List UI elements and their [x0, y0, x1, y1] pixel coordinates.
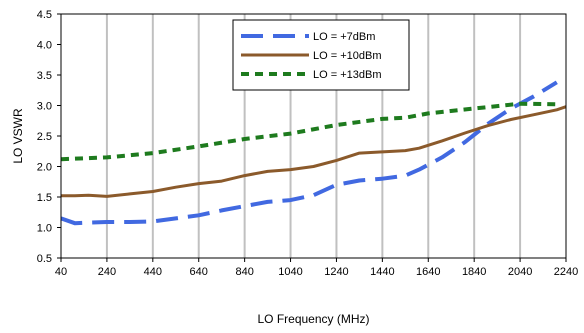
y-tick-label: 4.0: [37, 40, 52, 52]
grid-lines: [105, 14, 522, 258]
legend: LO = +7dBm LO = +10dBm LO = +13dBm: [232, 19, 410, 91]
x-axis-title: LO Frequency (MHz): [257, 312, 369, 326]
series-line-lo-10dbm: [61, 105, 567, 198]
x-axis-ticks: 40 240 440 640 840 1040 1240 1440 1640 1840 2040 22…: [55, 258, 578, 278]
x-tick-label: 2240: [554, 266, 578, 278]
y-tick-label: 3.5: [37, 70, 52, 82]
y-tick-label: 2.0: [37, 162, 52, 174]
x-tick-label: 40: [55, 266, 67, 278]
x-tick-label: 640: [190, 266, 208, 278]
legend-label: LO = +7dBm: [313, 31, 375, 43]
y-axis-ticks: 0.5 1.0 1.5 2.0 2.5 3.0 3.5 4.0 4.5: [37, 9, 61, 265]
series-line-lo-7dbm: [60, 80, 558, 226]
x-tick-label: 1040: [278, 266, 302, 278]
y-axis-title: LO VSWR: [11, 108, 25, 164]
y-tick-label: 2.5: [37, 131, 52, 143]
x-tick-label: 1440: [370, 266, 394, 278]
y-tick-label: 1.0: [37, 223, 52, 235]
x-tick-label: 1640: [416, 266, 440, 278]
x-tick-label: 240: [98, 266, 116, 278]
x-tick-label: 2040: [508, 266, 532, 278]
x-tick-label: 1840: [462, 266, 486, 278]
x-tick-label: 1240: [324, 266, 348, 278]
x-tick-label: 440: [144, 266, 162, 278]
y-tick-label: 0.5: [37, 253, 52, 265]
x-tick-label: 840: [235, 266, 253, 278]
legend-label: LO = +13dBm: [313, 69, 382, 81]
y-tick-label: 3.0: [37, 101, 52, 113]
y-tick-label: 4.5: [37, 9, 52, 21]
series-layer: [60, 80, 567, 226]
y-tick-label: 1.5: [37, 192, 52, 204]
legend-label: LO = +10dBm: [313, 50, 382, 62]
